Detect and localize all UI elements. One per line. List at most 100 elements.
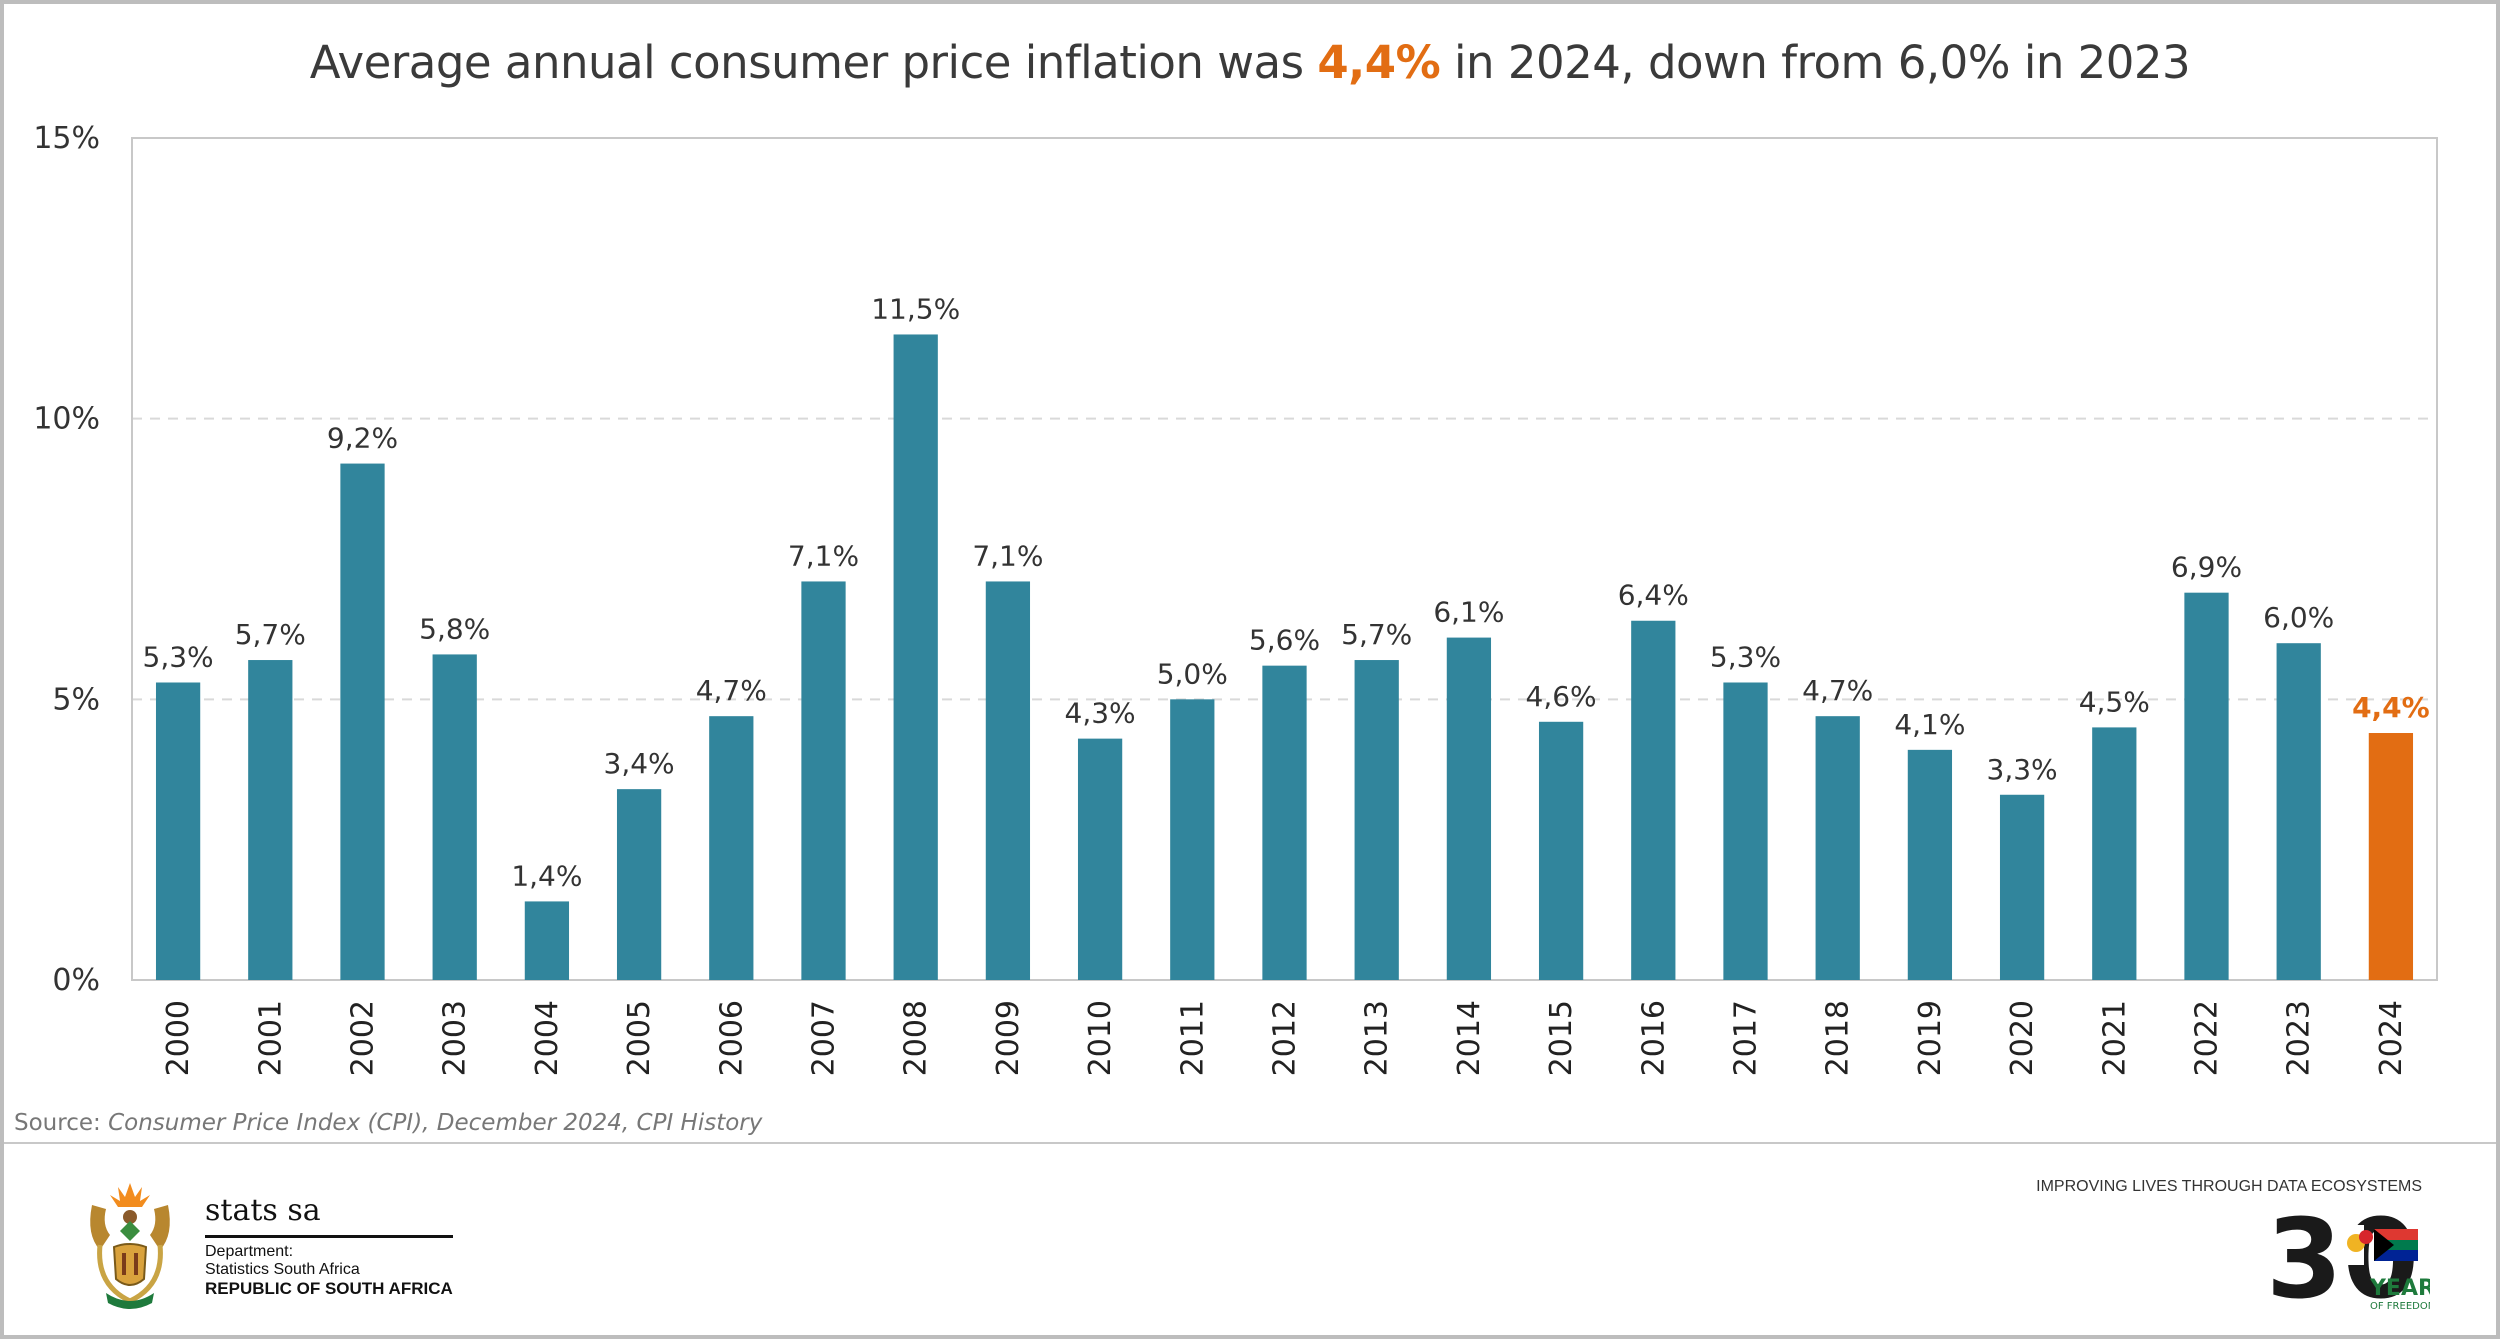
bar [1170, 699, 1215, 980]
x-tick-label: 2024 [2374, 1000, 2409, 1076]
data-label: 5,8% [419, 612, 490, 645]
x-tick-label: 2000 [161, 1000, 196, 1076]
x-tick-label: 2014 [1452, 1000, 1487, 1076]
x-tick-label: 2023 [2282, 1000, 2317, 1076]
x-tick-label: 2002 [346, 1000, 381, 1076]
data-label: 3,4% [604, 747, 675, 780]
department-label: Department: [205, 1243, 294, 1260]
x-tick-label: 2017 [1729, 1000, 1764, 1076]
bar [1077, 738, 1123, 980]
bar [709, 716, 754, 980]
bar [155, 682, 201, 980]
south-africa-flag-icon [2374, 1229, 2418, 1261]
bar [2092, 727, 2137, 980]
x-tick-label: 2011 [1175, 1000, 1210, 1076]
data-label: 5,7% [1341, 618, 1412, 651]
data-label: 5,3% [1710, 640, 1781, 673]
data-label: 4,7% [696, 674, 767, 707]
bar [893, 334, 938, 980]
bar [1999, 794, 2045, 980]
x-tick-label: 2009 [991, 1000, 1026, 1076]
data-label: 5,7% [235, 618, 306, 651]
bar [248, 660, 293, 980]
anniversary-freedom: OF FREEDOM [2370, 1301, 2430, 1312]
bar [340, 463, 385, 980]
title-prefix: Average annual consumer price inflation … [309, 36, 1318, 89]
data-label: 7,1% [788, 539, 859, 572]
bar [1815, 716, 1860, 980]
source-text: Consumer Price Index (CPI), December 202… [108, 1110, 763, 1136]
x-tick-label: 2008 [899, 1000, 934, 1076]
data-label: 4,4% [2352, 691, 2430, 724]
y-tick-label: 15% [33, 121, 100, 156]
y-tick-label: 10% [33, 402, 100, 437]
chart-frame [4, 4, 2496, 1335]
bar [1631, 620, 1676, 980]
bar [2184, 592, 2229, 980]
x-tick-label: 2013 [1360, 1000, 1395, 1076]
bar [1446, 637, 1492, 980]
bar [801, 581, 846, 980]
data-label: 9,2% [327, 422, 398, 455]
bar [2276, 643, 2321, 980]
x-tick-label: 2019 [1913, 1000, 1948, 1076]
bar [616, 789, 662, 980]
x-tick-label: 2007 [807, 1000, 842, 1076]
data-label: 4,7% [1802, 674, 1873, 707]
x-tick-label: 2006 [714, 1000, 749, 1076]
x-tick-label: 2003 [438, 1000, 473, 1076]
data-label: 6,4% [1618, 579, 1689, 612]
x-axis-ticks: 2000 2001 2002 2003 2004 2005 2006 2007 2008 2009… [161, 1000, 2409, 1076]
title-suffix: in 2024, down from 6,0% in 2023 [1440, 36, 2191, 89]
bar [1354, 660, 1399, 980]
x-tick-label: 2004 [530, 1000, 565, 1076]
x-tick-label: 2001 [253, 1000, 288, 1076]
x-tick-label: 2022 [2190, 1000, 2225, 1076]
org-name: stats sa [205, 1193, 321, 1228]
bar [985, 581, 1031, 980]
data-label: 4,5% [2079, 685, 2150, 718]
data-label: 5,6% [1249, 624, 1320, 657]
country-name: REPUBLIC OF SOUTH AFRICA [205, 1279, 453, 1298]
x-tick-label: 2016 [1636, 1000, 1671, 1076]
footer-divider [4, 1142, 2496, 1144]
y-axis-ticks: 0% 5% 10% 15% [33, 121, 100, 998]
org-name-underline [205, 1235, 453, 1238]
y-tick-label: 0% [52, 963, 100, 998]
data-label: 5,3% [143, 640, 214, 673]
title-highlight-value: 4,4% [1317, 36, 1441, 89]
data-label: 6,1% [1433, 596, 1504, 629]
x-tick-label: 2015 [1544, 1000, 1579, 1076]
bar [1907, 749, 1953, 980]
data-label: 11,5% [871, 292, 960, 325]
gridlines [132, 417, 2437, 701]
footer-tagline: IMPROVING LIVES THROUGH DATA ECOSYSTEMS [2036, 1178, 2422, 1195]
source-label: Source: [14, 1110, 109, 1136]
data-label: 6,9% [2171, 551, 2242, 584]
bar [432, 654, 477, 980]
coat-of-arms-icon [90, 1183, 170, 1309]
chart-title: Average annual consumer price inflation … [0, 36, 2500, 89]
data-labels: 5,3% 5,7% 9,2% 5,8% 1,4% 3,4% 4,7% 7,1% 11,5% 7,1… [143, 292, 2430, 892]
x-tick-label: 2005 [622, 1000, 657, 1076]
bar-highlighted [2368, 733, 2414, 980]
source-note: Source: Consumer Price Index (CPI), Dece… [14, 1110, 762, 1136]
data-label: 7,1% [972, 539, 1043, 572]
data-label: 5,0% [1157, 657, 1228, 690]
bar [1262, 665, 1307, 980]
x-tick-label: 2020 [2005, 1000, 2040, 1076]
bar-chart: 5,3% 5,7% 9,2% 5,8% 1,4% 3,4% 4,7% 7,1% 11,5% 7,1… [33, 121, 2438, 1076]
data-label: 4,3% [1065, 697, 1136, 730]
bar [1723, 682, 1768, 980]
anniversary-years: YEARS [2369, 1276, 2430, 1301]
bar [524, 901, 570, 980]
x-tick-label: 2021 [2097, 1000, 2132, 1076]
department-name: Statistics South Africa [205, 1261, 360, 1278]
x-tick-label: 2012 [1268, 1000, 1303, 1076]
data-label: 3,3% [1987, 753, 2058, 786]
y-tick-label: 5% [52, 682, 100, 717]
data-label: 6,0% [2263, 601, 2334, 634]
thirty-years-freedom-logo-icon: 30 YEARS OF FREEDOM [2270, 1205, 2430, 1315]
data-label: 4,1% [1894, 708, 1965, 741]
x-tick-label: 2018 [1821, 1000, 1856, 1076]
